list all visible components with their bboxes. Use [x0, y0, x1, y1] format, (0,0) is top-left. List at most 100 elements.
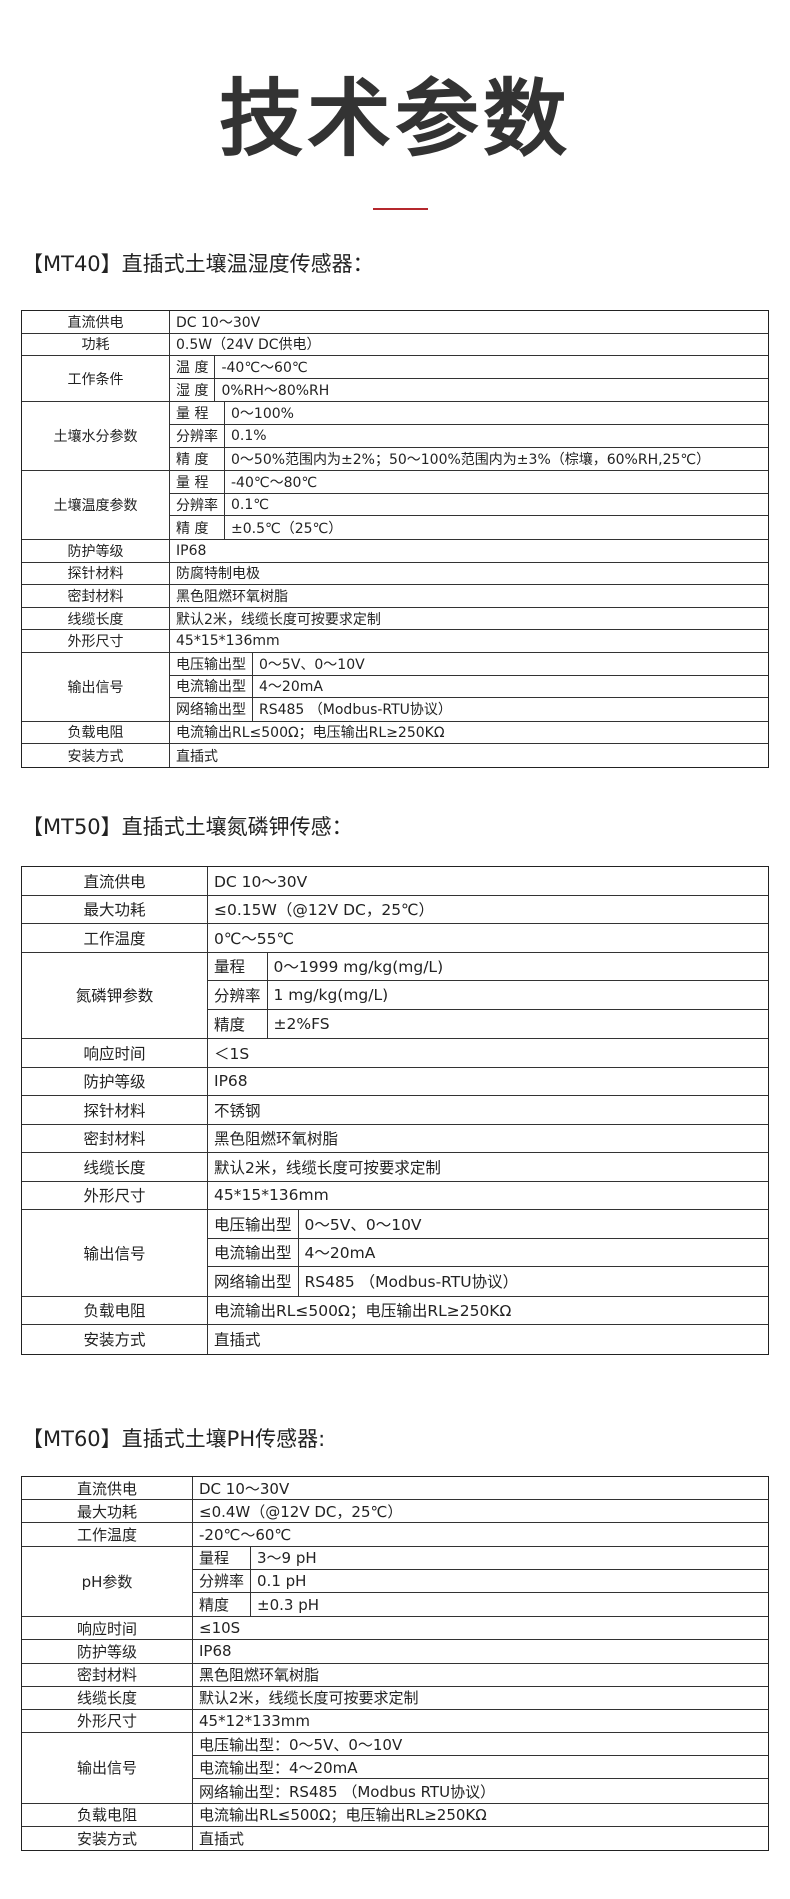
cell-value: 直插式 — [176, 748, 218, 765]
row-label: 探针材料 — [22, 1096, 208, 1125]
section-heading: 【MT40】直插式土壤温湿度传感器： — [22, 252, 374, 276]
cell-value: DC 10～30V — [193, 1477, 768, 1501]
cell-value: 4～20mA — [298, 1239, 768, 1267]
spec-table: 直流供电 DC 10～30V 最大功耗 ≤0.15W（@12V DC，25℃） 工作温度… — [21, 866, 769, 1355]
cell-value: 1 mg/kg(mg/L) — [267, 981, 768, 1010]
row-label: 密封材料 — [22, 585, 170, 608]
row-label: 外形尺寸 — [22, 630, 170, 653]
sub-label: 精度 — [208, 1009, 268, 1038]
cell-value: 4～20mA — [253, 676, 768, 699]
cell-value: RS485 （Modbus-RTU协议） — [259, 702, 452, 719]
row-label: 防护等级 — [22, 539, 170, 563]
row-label: 外形尺寸 — [22, 1709, 193, 1734]
cell-value: 直插式 — [199, 1829, 245, 1848]
cell-value: 0.1 pH — [251, 1570, 768, 1593]
sub-label: 分辨率 — [170, 424, 225, 448]
sub-label: 网络输出型 — [170, 698, 253, 721]
row-label: 防护等级 — [22, 1640, 193, 1664]
row-label: 最大功耗 — [22, 895, 208, 924]
cell-value: 不锈钢 — [208, 1096, 768, 1125]
row-label: 响应时间 — [22, 1039, 208, 1068]
cell-value: 0～1999 mg/kg(mg/L) — [267, 953, 768, 981]
cell-value: 电流输出RL≤500Ω；电压输出RL≥250KΩ — [170, 722, 768, 745]
cell-value: 黑色阻燃环氧树脂 — [170, 585, 768, 608]
cell-value: IP68 — [208, 1068, 768, 1096]
cell-value: 默认2米，线缆长度可按要求定制 — [193, 1687, 768, 1710]
sub-label: 电压输出型 — [208, 1210, 299, 1239]
row-label: 线缆长度 — [22, 607, 170, 631]
row-label: 直流供电 — [22, 311, 170, 334]
sub-label: 分辨率 — [170, 493, 225, 517]
cell-value: 0%RH～80%RH — [221, 383, 330, 400]
page-title: 技术参数 — [218, 70, 571, 168]
cell-value: 防腐特制电极 — [170, 563, 768, 586]
cell-value: 0.1℃ — [225, 494, 768, 517]
cell-value: -20℃～60℃ — [193, 1523, 768, 1547]
cell-value: 0℃～55℃ — [208, 924, 768, 953]
cell-value: 0～50%范围内为±2%；50～100%范围内为±3%（棕壤，60%RH,25℃… — [231, 451, 711, 468]
section-heading: 【MT50】直插式土壤氮磷钾传感： — [22, 815, 353, 839]
cell-value: 电流输出RL≤500Ω；电压输出RL≥250KΩ — [208, 1297, 768, 1325]
cell-value: ＜1S — [208, 1039, 768, 1068]
sub-label: 分辨率 — [193, 1569, 252, 1593]
cell-value: ≤0.15W（@12V DC，25℃） — [208, 896, 768, 924]
row-label: 线缆长度 — [22, 1686, 193, 1710]
divider — [373, 208, 428, 210]
row-label: 功耗 — [22, 333, 170, 357]
cell-value: 网络输出型：RS485 （Modbus RTU协议） — [199, 1782, 496, 1801]
row-label: 密封材料 — [22, 1124, 208, 1153]
row-label: 工作温度 — [22, 924, 208, 953]
cell-value: -40℃～60℃ — [215, 356, 768, 379]
cell-value: IP68 — [193, 1640, 768, 1664]
spec-table: 直流供电 DC 10～30V 最大功耗 ≤0.4W（@12V DC，25℃） 工作温度 -… — [21, 1476, 769, 1851]
sub-label: 网络输出型 — [208, 1267, 299, 1296]
row-label: pH参数 — [22, 1546, 193, 1618]
cell-value: DC 10～30V — [208, 867, 768, 896]
cell-value: ±2%FS — [273, 1014, 330, 1033]
sub-table: 量 程 -40℃～80℃ 分辨率 0.1℃ 精 度 ±0.5℃（25℃） — [170, 471, 768, 540]
sub-label: 精 度 — [170, 447, 225, 471]
cell-value: -40℃～80℃ — [225, 471, 768, 494]
cell-value: DC 10～30V — [170, 311, 768, 334]
row-label: 负载电阻 — [22, 1803, 193, 1827]
cell-value: 3～9 pH — [251, 1547, 768, 1570]
row-label: 直流供电 — [22, 1477, 193, 1501]
sub-label: 分辨率 — [208, 981, 268, 1010]
sub-table: 电压输出型：0～5V、0～10V 电流输出型：4～20mA 网络输出型：RS485 … — [193, 1733, 768, 1804]
cell-value: 电流输出型：4～20mA — [193, 1756, 768, 1780]
row-label: 土壤温度参数 — [22, 471, 170, 540]
cell-value: 电流输出RL≤500Ω；电压输出RL≥250KΩ — [193, 1804, 768, 1827]
cell-value: 0.5W（24V DC供电） — [170, 334, 768, 357]
spec-table: 直流供电 DC 10～30V 功耗 0.5W（24V DC供电） 工作条件温 度 -40℃… — [21, 310, 769, 768]
row-label: 响应时间 — [22, 1617, 193, 1641]
sub-label: 电压输出型 — [170, 652, 253, 676]
row-label: 土壤水分参数 — [22, 402, 170, 472]
row-label: 密封材料 — [22, 1663, 193, 1687]
cell-value: ≤10S — [193, 1617, 768, 1641]
sub-table: 电压输出型 0～5V、0～10V 电流输出型 4～20mA 网络输出型 RS485 （Mo… — [208, 1210, 768, 1297]
sub-label: 电流输出型 — [208, 1238, 299, 1267]
sub-label: 湿 度 — [170, 378, 216, 402]
cell-value: IP68 — [170, 540, 768, 563]
sub-label: 量 程 — [170, 402, 225, 425]
cell-value: ±0.5℃（25℃） — [231, 520, 343, 537]
row-label: 氮磷钾参数 — [22, 952, 208, 1039]
cell-value: 默认2米，线缆长度可按要求定制 — [170, 608, 768, 631]
sub-table: 量程 3～9 pH 分辨率 0.1 pH 精度 ±0.3 pH — [193, 1546, 768, 1618]
sub-label: 量程 — [208, 952, 268, 981]
row-label: 外形尺寸 — [22, 1181, 208, 1210]
row-label: 线缆长度 — [22, 1153, 208, 1182]
row-label: 负载电阻 — [22, 721, 170, 745]
sub-label: 电流输出型 — [170, 675, 253, 699]
row-label: 探针材料 — [22, 562, 170, 586]
cell-value: ±0.3 pH — [257, 1595, 320, 1614]
cell-value: 45*15*136mm — [170, 630, 768, 653]
row-label: 工作温度 — [22, 1523, 193, 1547]
cell-value: 0～100% — [225, 402, 768, 425]
cell-value: 默认2米，线缆长度可按要求定制 — [208, 1153, 768, 1182]
cell-value: 黑色阻燃环氧树脂 — [208, 1125, 768, 1153]
row-label: 最大功耗 — [22, 1500, 193, 1524]
row-label: 安装方式 — [22, 1826, 193, 1850]
row-label: 安装方式 — [22, 1325, 208, 1354]
